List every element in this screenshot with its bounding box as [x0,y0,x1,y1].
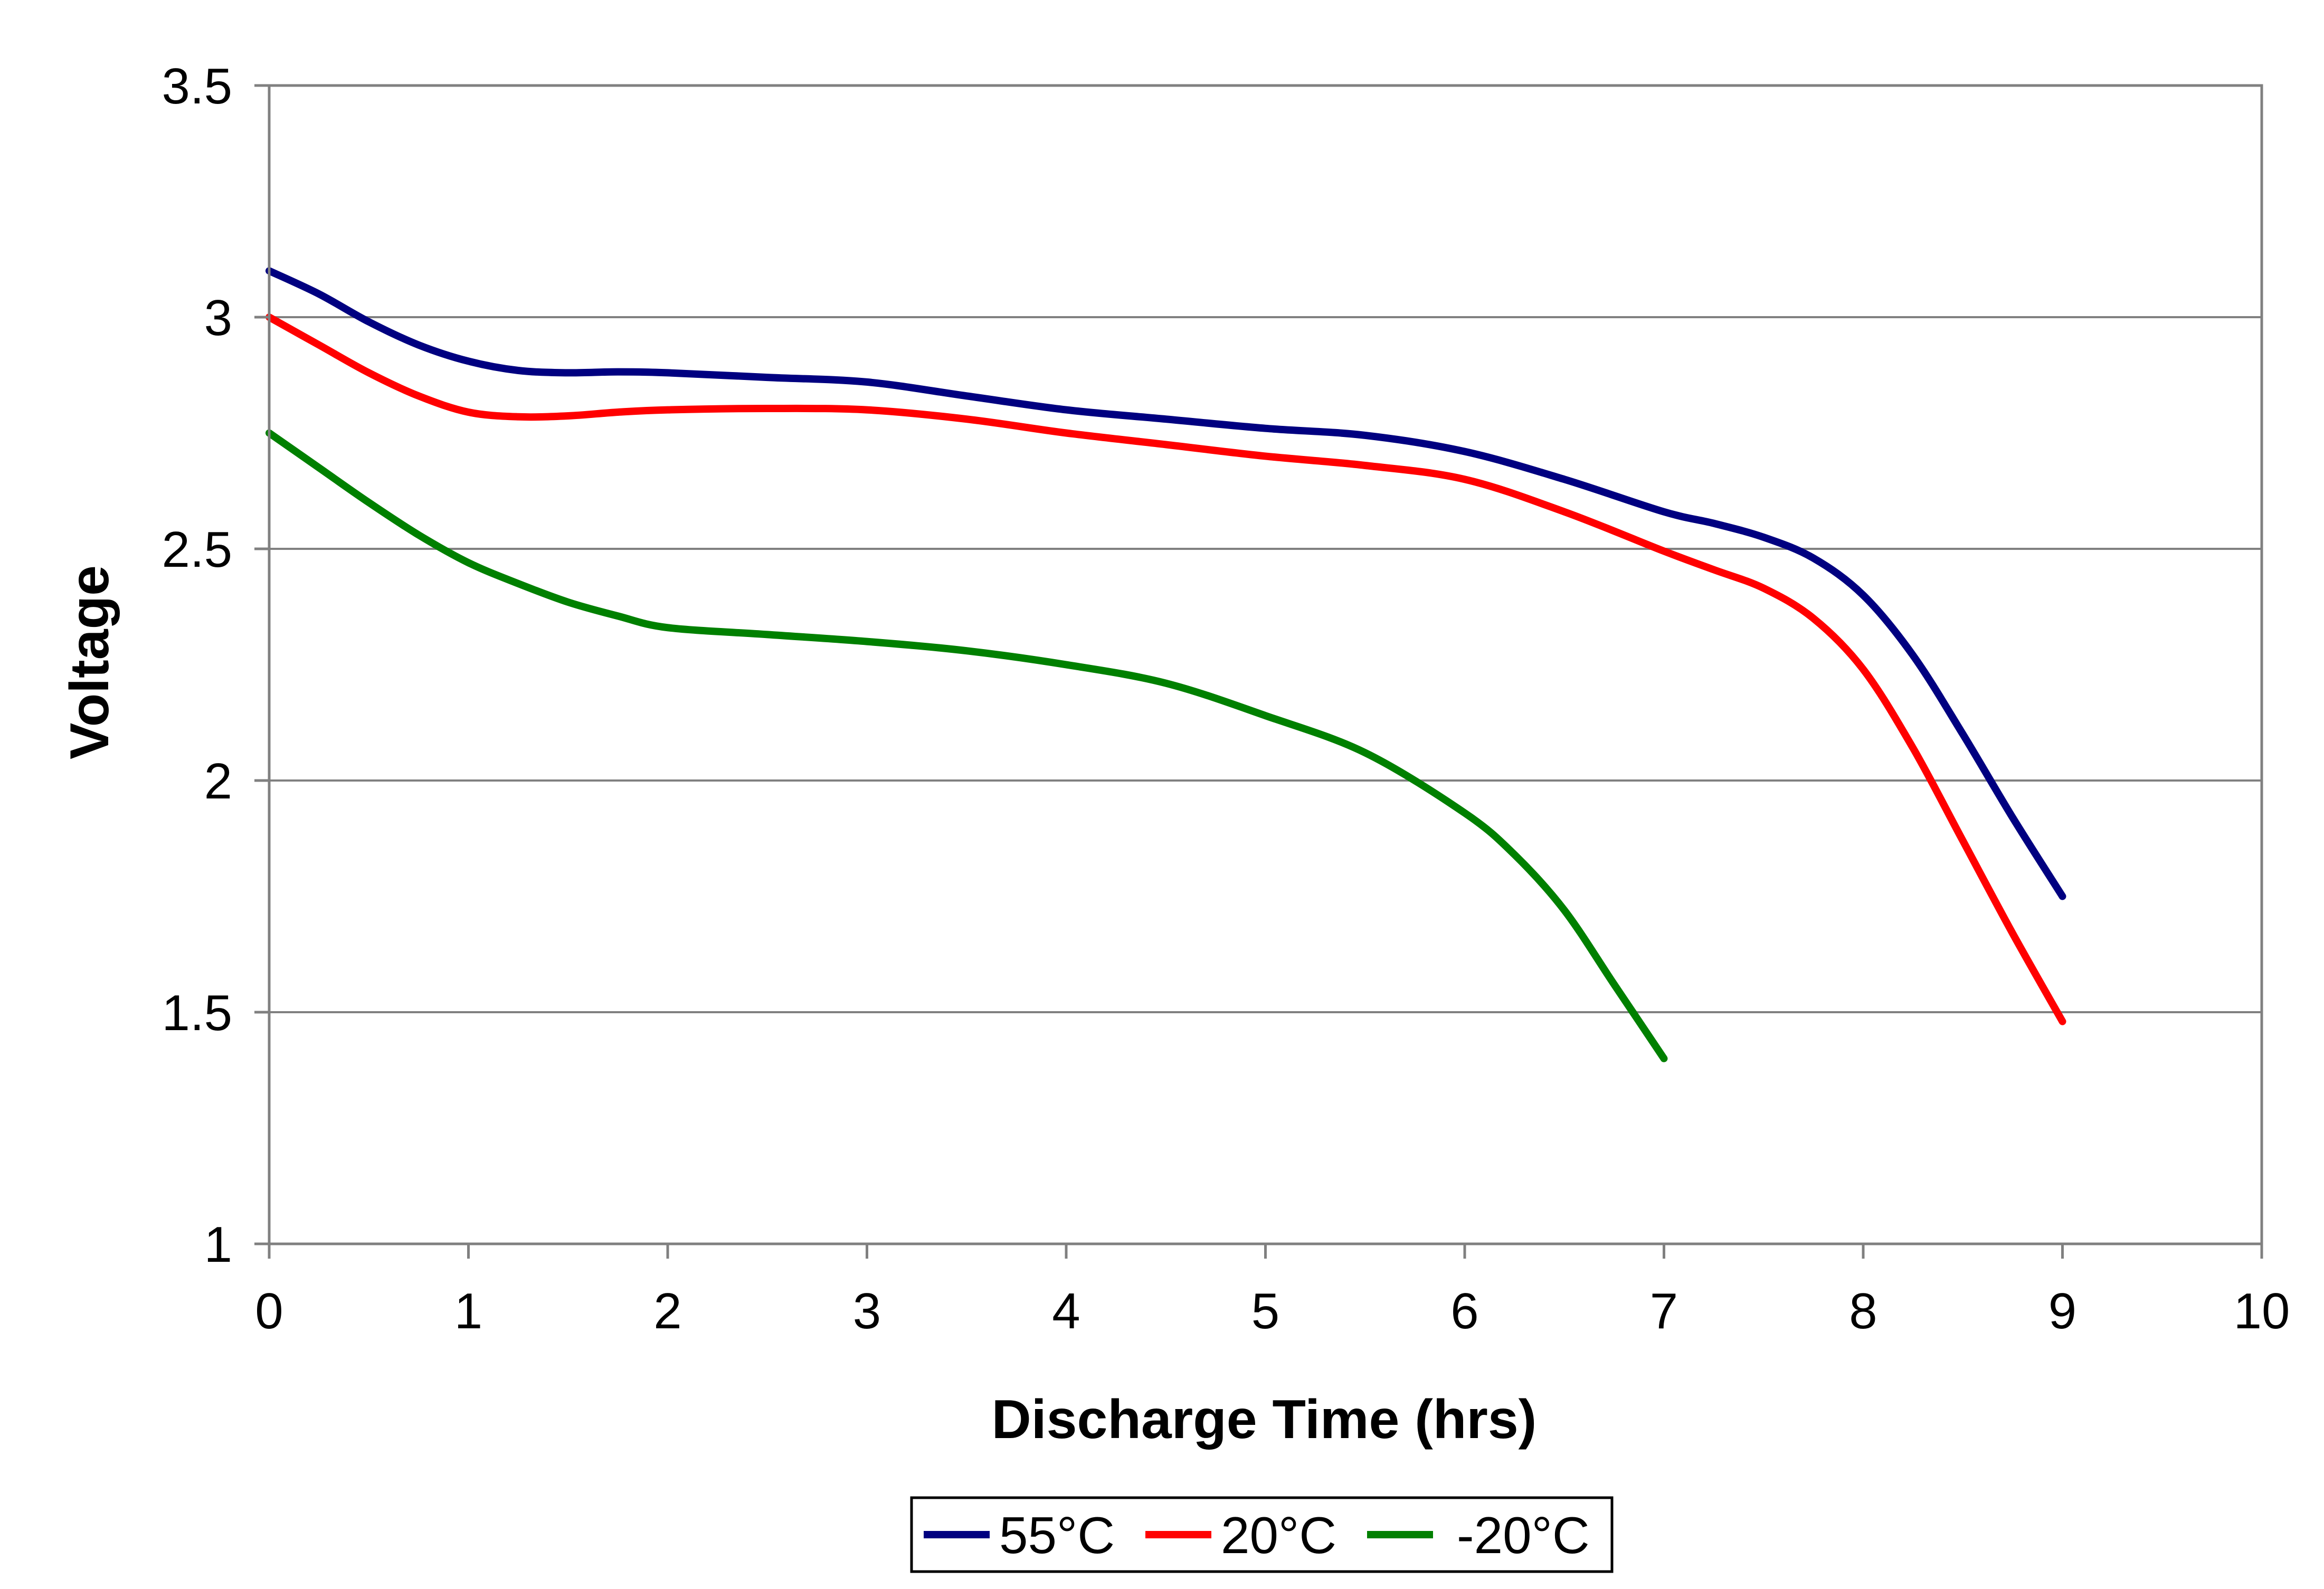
y-tick-label: 3 [204,290,232,346]
axes [254,84,2263,1259]
x-tick-label: 9 [2048,1283,2076,1339]
legend-label-20c: 20°C [1221,1506,1336,1564]
y-axis-title: Voltage [59,565,120,759]
x-tick-label: 2 [653,1283,681,1339]
tick-labels: 11.522.533.50 1 2 3 4 5 6 7 8 9 10 [162,58,2290,1339]
y-tick-label: 1 [204,1216,232,1273]
legend-label-minus20c: -20°C [1457,1506,1590,1564]
x-tick-label: 6 [1450,1283,1478,1339]
x-tick-label: 1 [454,1283,482,1339]
x-tick-label: 5 [1251,1283,1279,1339]
x-tick-label: 8 [1849,1283,1877,1339]
x-axis-title: Discharge Time (hrs) [992,1389,1537,1450]
series-line-20c [265,313,2066,1025]
gridlines [269,316,2262,1013]
y-tick-label: 1.5 [162,985,232,1041]
y-tick-label: 2 [204,753,232,810]
series-line-minus20c [265,429,1668,1062]
series-line-55c [265,267,2066,900]
x-tick-label: 4 [1052,1283,1080,1339]
data-series [265,267,2066,1062]
x-tick-label: 7 [1650,1283,1678,1339]
y-tick-label: 3.5 [162,58,232,115]
x-tick-label: 0 [255,1283,283,1339]
legend-label-55c: 55°C [999,1506,1115,1564]
plot-area-frame [268,84,2263,1245]
legend-box [910,1496,1614,1573]
y-tick-label: 2.5 [162,521,232,578]
legend: 55°C 20°C -20°C [910,1496,1614,1573]
x-tick-label: 3 [853,1283,881,1339]
x-tick-label: 10 [2234,1283,2290,1339]
